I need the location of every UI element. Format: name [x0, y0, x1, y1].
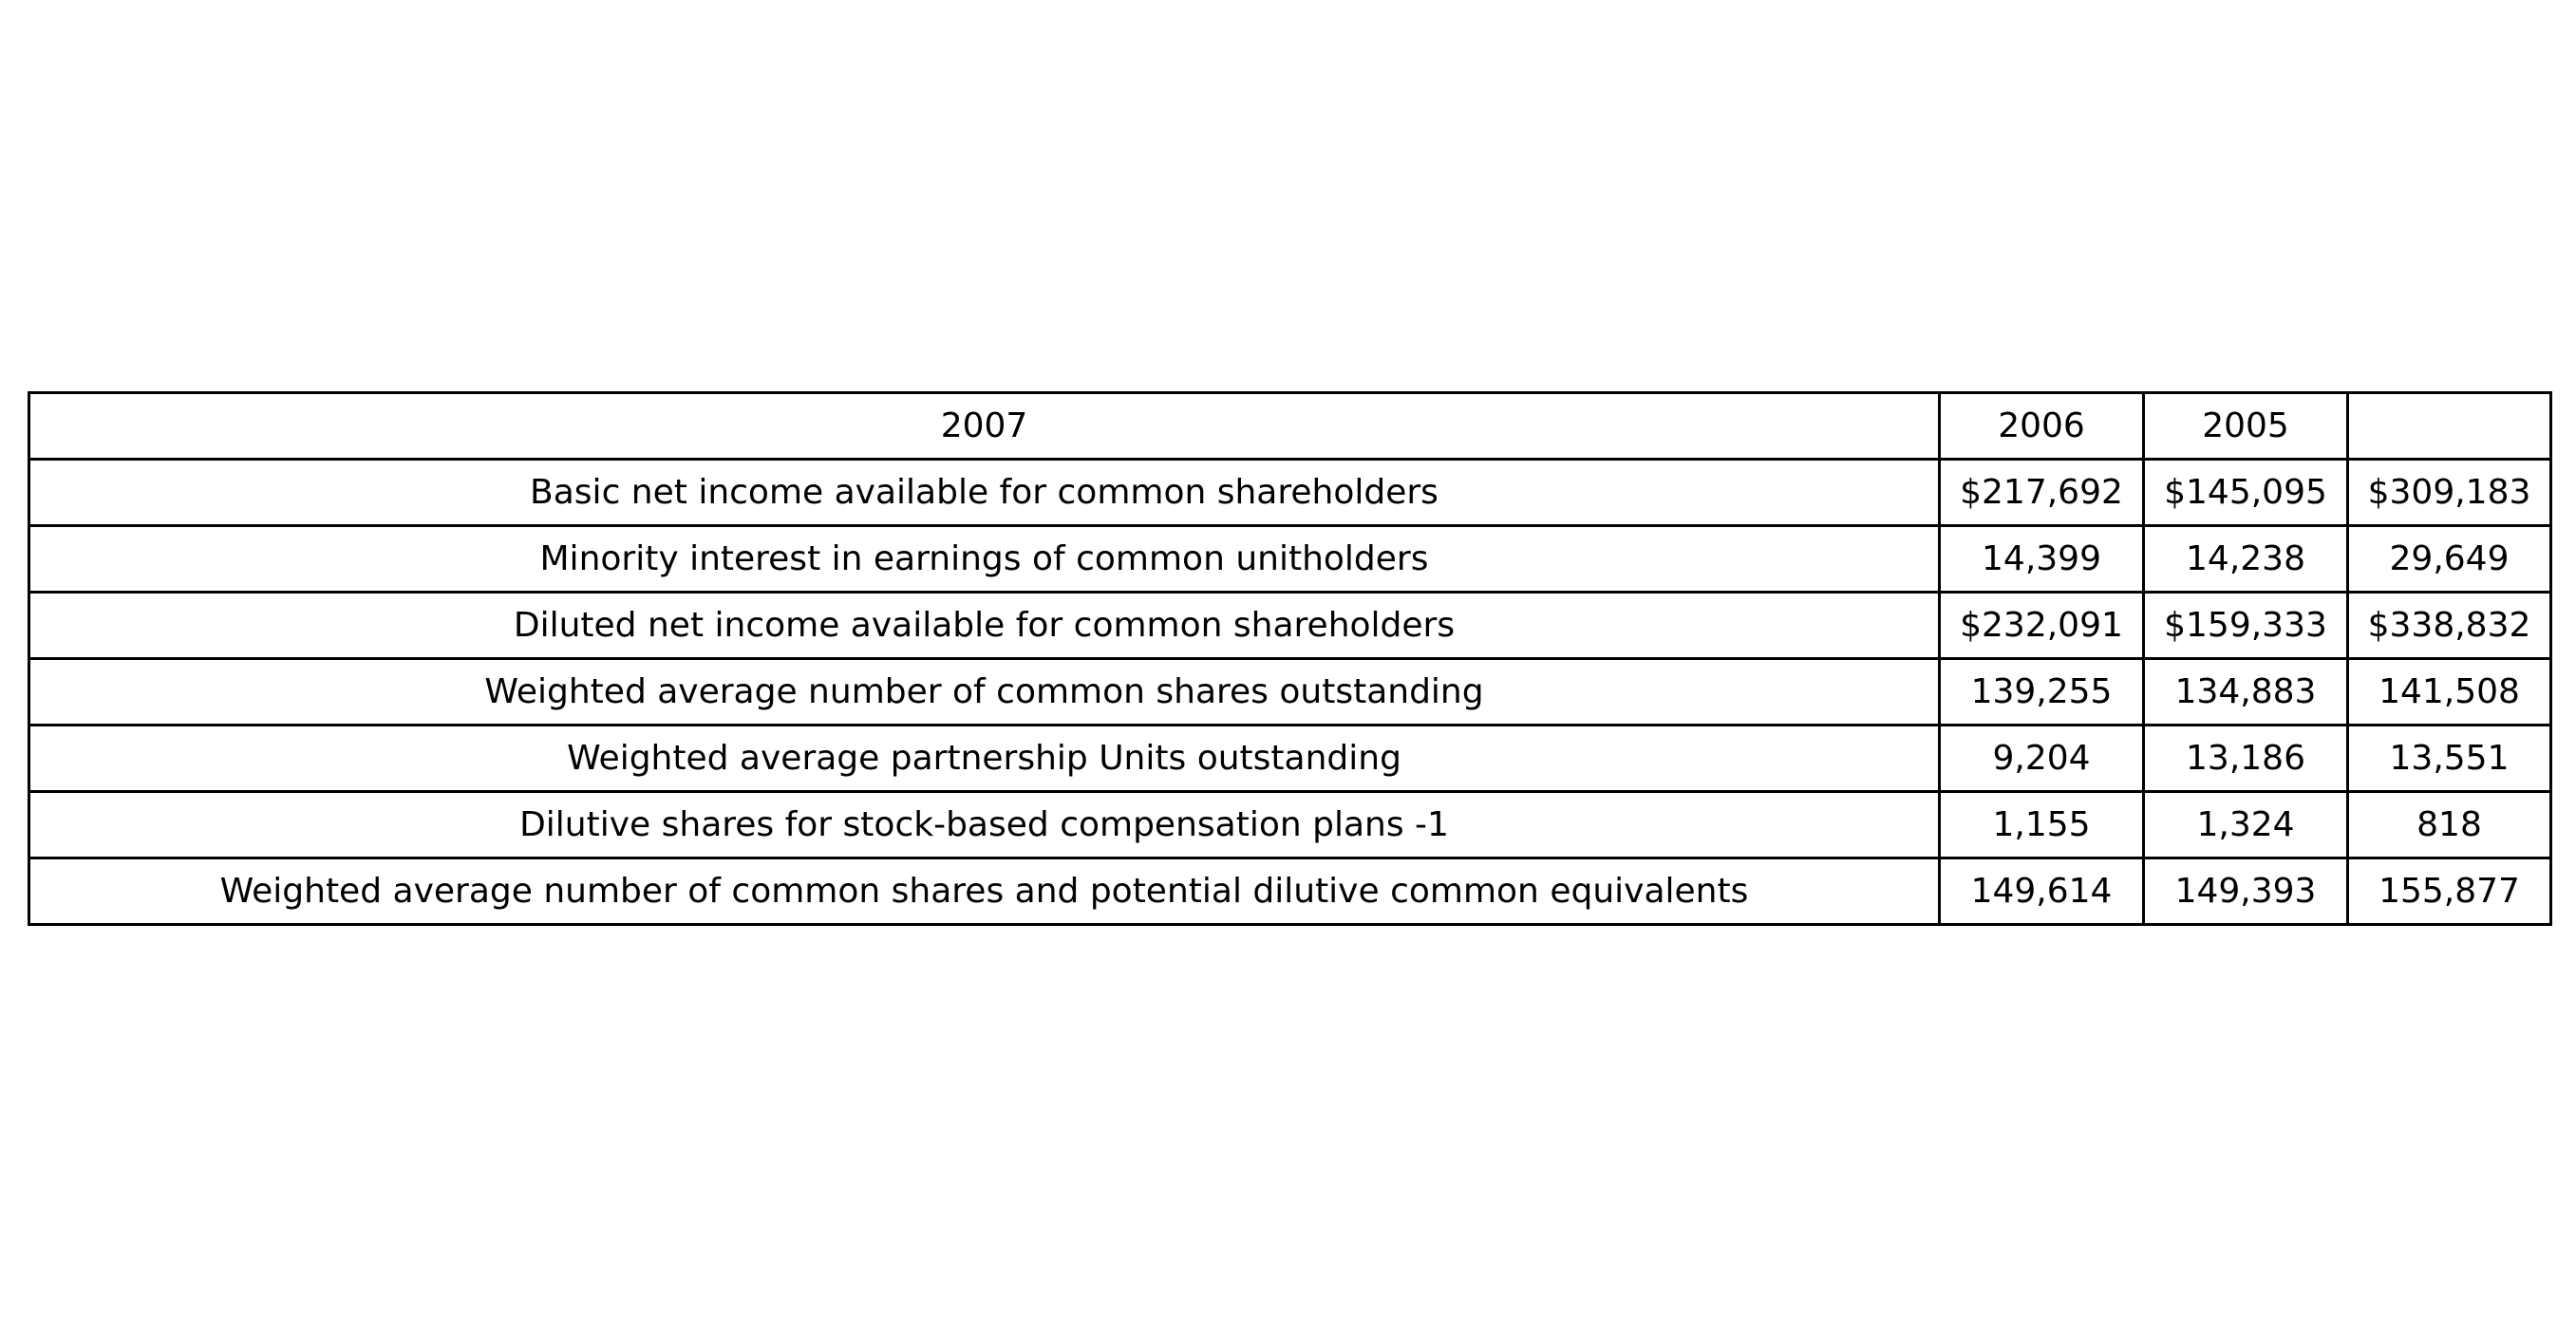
row-label-cell: Weighted average number of common shares…: [28, 657, 1941, 726]
row-label-cell: Diluted net income available for common …: [28, 591, 1941, 660]
table-row: Dilutive shares for stock-based compensa…: [28, 790, 2552, 859]
value-cell: 818: [2346, 790, 2552, 859]
value-cell: 149,393: [2142, 857, 2349, 926]
header-cell: 2005: [2142, 391, 2349, 461]
data-table-container: 2007 2006 2005 Basic net income availabl…: [28, 391, 2552, 926]
table-row: Weighted average number of common shares…: [28, 657, 2552, 726]
value-cell: $232,091: [1938, 591, 2145, 660]
value-cell: 14,399: [1938, 524, 2145, 594]
value-cell: $309,183: [2346, 458, 2552, 527]
value-cell: 13,551: [2346, 724, 2552, 793]
value-cell: 13,186: [2142, 724, 2349, 793]
row-label-cell: Basic net income available for common sh…: [28, 458, 1941, 527]
value-cell: $159,333: [2142, 591, 2349, 660]
table-row: Weighted average partnership Units outst…: [28, 724, 2552, 793]
value-cell: 141,508: [2346, 657, 2552, 726]
data-table: 2007 2006 2005 Basic net income availabl…: [28, 391, 2552, 926]
table-row: Weighted average number of common shares…: [28, 857, 2552, 926]
value-cell: 9,204: [1938, 724, 2145, 793]
value-cell: $217,692: [1938, 458, 2145, 527]
value-cell: $145,095: [2142, 458, 2349, 527]
value-cell: 1,155: [1938, 790, 2145, 859]
row-label-cell: Dilutive shares for stock-based compensa…: [28, 790, 1941, 859]
table-row: Basic net income available for common sh…: [28, 458, 2552, 527]
row-label-cell: Minority interest in earnings of common …: [28, 524, 1941, 594]
row-label-cell: Weighted average number of common shares…: [28, 857, 1941, 926]
value-cell: $338,832: [2346, 591, 2552, 660]
value-cell: 14,238: [2142, 524, 2349, 594]
header-cell: [2346, 391, 2552, 461]
table-row: Minority interest in earnings of common …: [28, 524, 2552, 594]
header-cell: 2006: [1938, 391, 2145, 461]
row-label-cell: Weighted average partnership Units outst…: [28, 724, 1941, 793]
value-cell: 1,324: [2142, 790, 2349, 859]
table-row: Diluted net income available for common …: [28, 591, 2552, 660]
value-cell: 29,649: [2346, 524, 2552, 594]
value-cell: 149,614: [1938, 857, 2145, 926]
value-cell: 139,255: [1938, 657, 2145, 726]
value-cell: 155,877: [2346, 857, 2552, 926]
value-cell: 134,883: [2142, 657, 2349, 726]
header-cell: 2007: [28, 391, 1941, 461]
table-header-row: 2007 2006 2005: [28, 391, 2552, 461]
